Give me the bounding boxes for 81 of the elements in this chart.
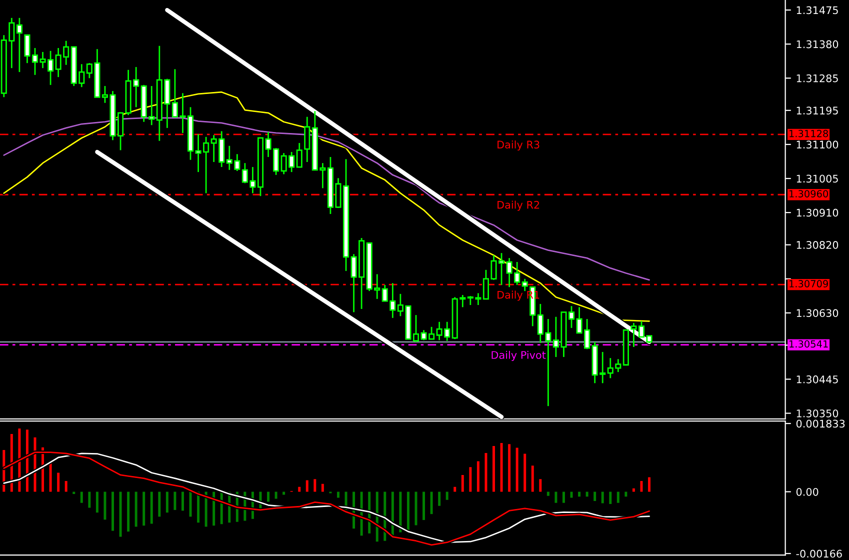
bar — [594, 492, 596, 502]
bar — [104, 492, 106, 520]
y-tick-label: 1.30350 — [796, 409, 838, 418]
y-tick-label: 1.31100 — [796, 140, 838, 149]
y-tick-label: 1.31380 — [796, 40, 838, 48]
bar — [469, 467, 472, 492]
y-tick-label: 1.30630 — [796, 309, 838, 318]
bar — [601, 492, 604, 504]
bar — [461, 474, 464, 492]
bar — [414, 492, 418, 526]
bar — [80, 492, 83, 503]
bar — [134, 492, 138, 527]
bar — [174, 492, 176, 510]
bar — [476, 461, 480, 492]
bar — [88, 492, 91, 508]
bar — [648, 477, 650, 492]
y-tick-label: -0.00166 — [796, 550, 842, 558]
bar — [267, 492, 270, 502]
bar — [624, 492, 628, 497]
text: 1.31128 — [790, 130, 828, 138]
bar — [554, 492, 558, 503]
bar — [274, 492, 278, 499]
bar — [399, 492, 402, 532]
y-tick-label: 1.31285 — [796, 74, 838, 82]
bar — [321, 484, 324, 492]
candlestick — [522, 278, 528, 292]
bar — [49, 461, 52, 492]
bar — [422, 492, 426, 520]
ref-line-label: Daily Pivot — [492, 350, 546, 361]
bar — [586, 492, 588, 497]
y-tick-label: 1.30445 — [796, 375, 838, 384]
bar — [539, 479, 542, 492]
bar — [119, 492, 122, 537]
bar — [142, 492, 146, 526]
bar — [314, 479, 316, 492]
bar — [578, 492, 581, 497]
bar — [181, 492, 184, 511]
bar — [500, 442, 503, 492]
bar — [298, 486, 301, 492]
bar — [531, 466, 534, 492]
bar — [158, 492, 161, 517]
bar — [516, 448, 518, 492]
bar — [492, 446, 495, 492]
bar — [96, 492, 98, 513]
bar — [64, 480, 68, 492]
text: 1.30960 — [790, 190, 828, 198]
y-tick-label: 1.30820 — [796, 241, 838, 249]
bar — [546, 492, 550, 496]
bar — [306, 480, 308, 492]
bar — [57, 472, 60, 492]
bar — [438, 492, 441, 506]
bar — [562, 492, 565, 503]
bar — [454, 486, 456, 492]
bar — [282, 492, 286, 495]
bar — [406, 492, 410, 530]
ref-line-label: Daily R3 — [498, 140, 540, 151]
text: 1.30541 — [790, 340, 828, 348]
candlestick — [24, 34, 30, 64]
y-tick-label: 1.30910 — [796, 208, 838, 217]
bar — [150, 492, 153, 524]
y-tick-label: 1.31005 — [796, 174, 838, 183]
bar — [112, 492, 114, 531]
candlestick — [16, 17, 22, 73]
bar — [640, 480, 643, 492]
bar — [609, 492, 612, 504]
y-tick-label: 0.00 — [796, 488, 818, 496]
y-tick-label: 1.31475 — [796, 6, 838, 14]
bar — [446, 492, 448, 500]
bar — [166, 492, 168, 513]
bar — [127, 492, 130, 532]
bar — [430, 492, 433, 514]
bar — [524, 454, 526, 492]
y-tick-label: 1.31195 — [796, 106, 838, 114]
bar — [508, 444, 511, 492]
bar — [616, 492, 620, 503]
text: 1.30709 — [790, 280, 828, 288]
y-tick-label: 0.001833 — [796, 420, 845, 428]
bar — [484, 453, 488, 492]
ref-line-label: Daily R2 — [498, 200, 540, 211]
bar — [336, 492, 340, 498]
bar — [632, 488, 635, 492]
